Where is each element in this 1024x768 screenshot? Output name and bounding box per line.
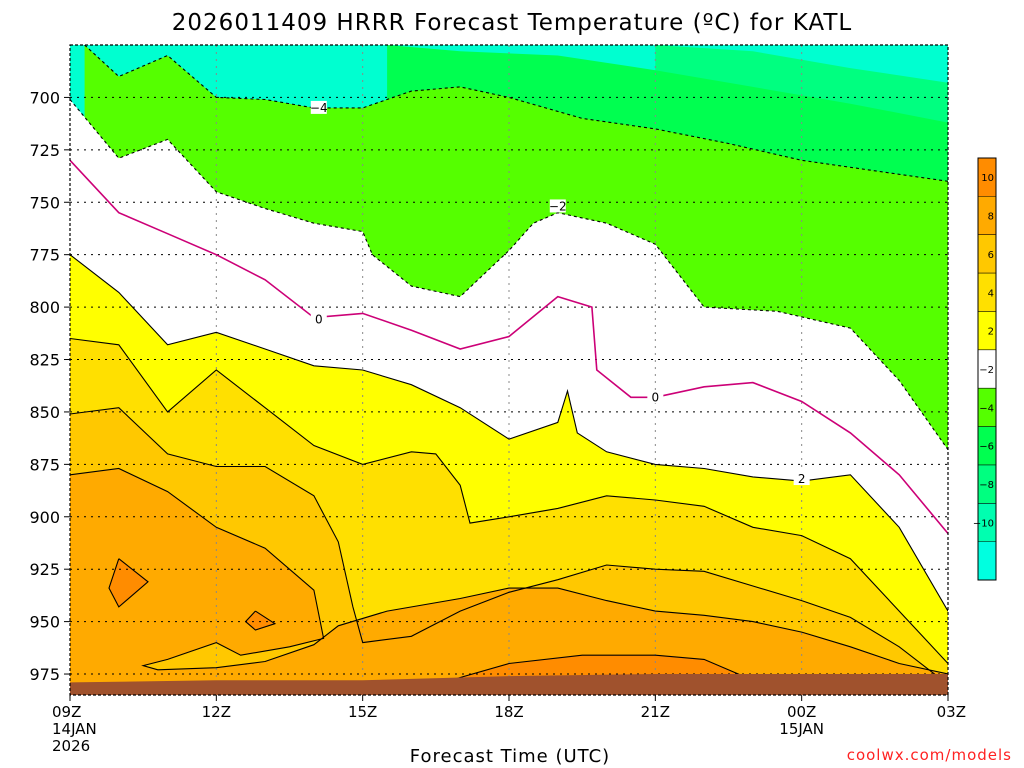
- contour-label-bg-4: [793, 472, 810, 486]
- colorbar-label-8: −8: [979, 480, 994, 491]
- contour-label-text-2: 0: [315, 313, 323, 327]
- colorbar-label-5: −2: [979, 365, 994, 376]
- contour-label-bg-2: [310, 312, 327, 326]
- colorbar-label-4: 2: [988, 327, 994, 338]
- contour-label-bg-0: [310, 100, 327, 114]
- colorbar-label-3: 4: [988, 288, 994, 299]
- x-tick-date-00Z: 15JAN: [779, 720, 824, 738]
- x-tick-label-18Z: 18Z: [494, 703, 523, 721]
- contour-label-2: 0: [310, 312, 327, 327]
- x-tick-label-03Z: 03Z: [937, 703, 966, 721]
- contour-label-bg-3: [647, 390, 664, 404]
- colorbar-seg-8: [978, 464, 996, 504]
- x-tick-label-15Z: 15Z: [348, 703, 377, 721]
- colorbar-label-2: 6: [988, 250, 994, 261]
- colorbar-seg-4: [978, 311, 996, 351]
- colorbar-seg-5: [978, 349, 996, 389]
- x-axis-label: Forecast Time (UTC): [410, 746, 610, 767]
- contour-label-text-3: 0: [652, 390, 660, 404]
- contour-0-2: [70, 159, 948, 535]
- ground-band: [70, 674, 948, 695]
- temperature-fill-bands: [70, 45, 948, 695]
- contour-label-3: 0: [647, 390, 664, 404]
- contour-2-3: [70, 254, 948, 612]
- contour-4-4: [70, 337, 948, 664]
- colorbar-seg-1: [978, 196, 996, 236]
- colorbar-label-7: −6: [979, 442, 994, 453]
- y-tick-label-775: 775: [29, 246, 60, 265]
- colorbar-seg-10: [978, 541, 996, 581]
- colorbar-label-9: −10: [973, 518, 994, 529]
- colorbar-seg-2: [978, 234, 996, 274]
- y-tick-label-750: 750: [29, 193, 60, 212]
- y-tick-label-725: 725: [29, 141, 60, 160]
- contour-label-text-0: −4: [310, 101, 328, 115]
- contour-lines: [70, 45, 948, 686]
- contour-10-9: [435, 654, 754, 686]
- contour-label-text-4: 2: [798, 472, 806, 486]
- band-8: [70, 468, 948, 695]
- y-tick-label-875: 875: [29, 455, 60, 474]
- contour-labels: −4 −2 0 0 2: [310, 100, 810, 486]
- colorbar: 10 8 6 4 2 −2 −4 −6 −8 −10: [973, 157, 997, 581]
- y-tick-label-950: 950: [29, 613, 60, 632]
- y-tick-label-825: 825: [29, 351, 60, 370]
- contour-10-8: [244, 610, 277, 631]
- colorbar-label-0: 10: [981, 173, 994, 184]
- credit-text: coolwx.com/models: [847, 746, 1012, 764]
- y-tick-label-700: 700: [29, 88, 60, 107]
- colorbar-seg-7: [978, 426, 996, 466]
- x-tick-label-12Z: 12Z: [202, 703, 231, 721]
- contour-label-bg-1: [549, 199, 566, 213]
- x-tick-label-21Z: 21Z: [641, 703, 670, 721]
- colorbar-seg-0: [978, 158, 996, 197]
- colorbar-border: [977, 157, 997, 581]
- y-tick-label-850: 850: [29, 403, 60, 422]
- y-tick-label-900: 900: [29, 508, 60, 527]
- colorbar-label-6: −4: [979, 403, 994, 414]
- x-tick-year-09Z: 2026: [52, 737, 90, 755]
- y-tick-label-800: 800: [29, 298, 60, 317]
- y-axis-ticks: 700 725 750 775 800 825 850 875 900 925 950 975: [29, 88, 70, 684]
- contour-label-4: 2: [793, 472, 810, 486]
- colorbar-label-1: 8: [988, 212, 994, 223]
- contour-label-0: −4: [310, 100, 328, 115]
- colorbar-seg-3: [978, 273, 996, 312]
- contour-8-6: [70, 467, 948, 675]
- band-10-1: [245, 611, 275, 630]
- contour-6-5: [70, 407, 948, 685]
- colorbar-seg-9: [978, 503, 996, 543]
- y-tick-label-975: 975: [29, 665, 60, 684]
- band-10-0: [109, 558, 148, 607]
- ground-fill: [70, 674, 948, 695]
- contour-minus2-1: [70, 99, 948, 451]
- contour-10-7: [108, 558, 149, 608]
- x-tick-date-09Z: 14JAN: [52, 720, 97, 738]
- contour-label-text-1: −2: [549, 199, 567, 213]
- y-tick-label-925: 925: [29, 560, 60, 579]
- colorbar-seg-6: [978, 388, 996, 428]
- contour-label-1: −2: [549, 199, 567, 213]
- x-tick-label-09Z: 09Z: [52, 703, 81, 721]
- x-tick-label-00Z: 00Z: [787, 703, 816, 721]
- chart-title: 2026011409 HRRR Forecast Temperature (ºC…: [172, 10, 852, 36]
